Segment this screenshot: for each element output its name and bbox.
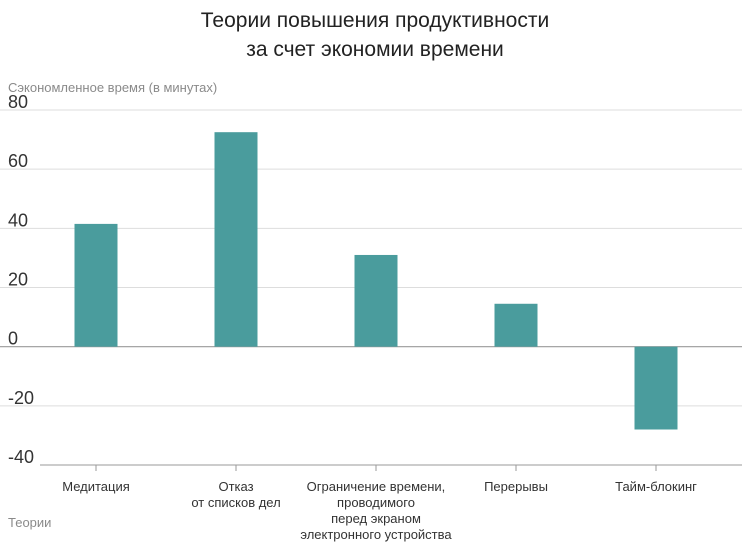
category-label-line: Тайм-блокинг (615, 479, 697, 494)
y-tick-label: 20 (8, 270, 28, 290)
category-label-line: перед экраном (331, 511, 421, 526)
y-tick-label: 0 (8, 329, 18, 349)
chart-title-line-2: за счет экономии времени (246, 38, 504, 61)
bar (74, 223, 118, 347)
x-axis-label: Теории (8, 515, 52, 530)
y-tick-label: 60 (8, 151, 28, 171)
y-tick-label: 80 (8, 92, 28, 112)
bar (494, 303, 538, 347)
chart-title: Теории повышения продуктивности за счет … (0, 6, 750, 64)
category-label-line: электронного устройства (300, 527, 452, 542)
category-label: Ограничение времени, проводимого перед экр… (300, 479, 452, 542)
y-tick-label: -40 (8, 447, 34, 467)
category-label-line: Перерывы (484, 479, 548, 494)
bar (354, 254, 398, 347)
category-label: Отказ от списков дел (191, 479, 280, 510)
y-tick-label: 40 (8, 210, 28, 230)
category-label: Перерывы (484, 479, 548, 494)
category-label: Медитация (62, 479, 130, 494)
y-axis-label: Сэкономленное время (в минутах) (8, 80, 218, 95)
category-label-line: Медитация (62, 479, 130, 494)
category-label-line: от списков дел (191, 495, 280, 510)
category-label: Тайм-блокинг (615, 479, 697, 494)
bar (634, 346, 678, 430)
category-label-line: Отказ (218, 479, 253, 494)
chart-title-line-1: Теории повышения продуктивности (200, 9, 550, 32)
category-label-line: проводимого (337, 495, 415, 510)
y-tick-label: -20 (8, 388, 34, 408)
bar (214, 132, 258, 347)
category-label-line: Ограничение времени, (307, 479, 446, 494)
